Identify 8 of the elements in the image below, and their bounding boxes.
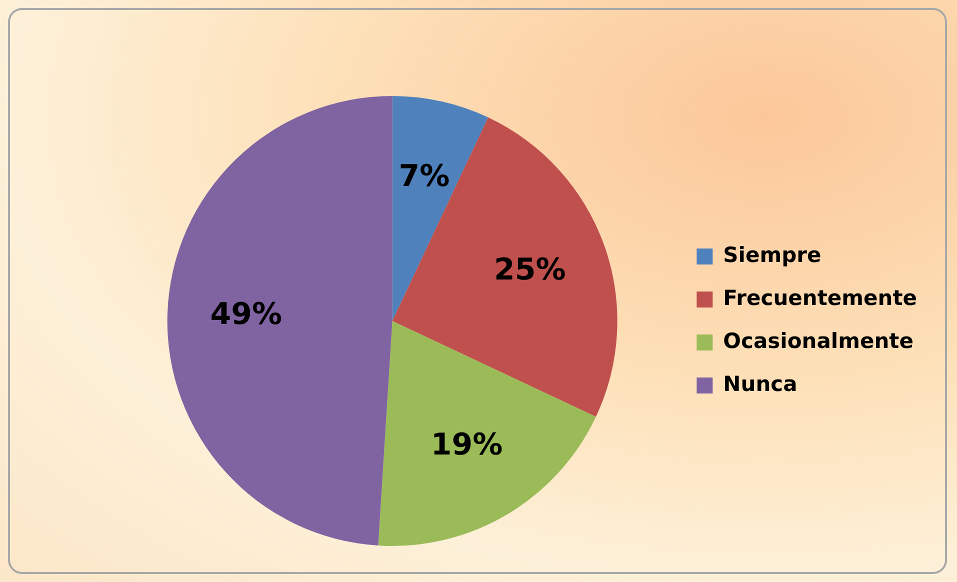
legend-label: Ocasionalmente xyxy=(723,328,914,353)
data-label: 49% xyxy=(210,297,282,332)
legend-label: Siempre xyxy=(723,242,822,267)
data-label: 25% xyxy=(494,252,566,288)
legend-label: Frecuentemente xyxy=(723,286,918,310)
data-label: 19% xyxy=(430,428,503,463)
legend-label: Nunca xyxy=(723,372,798,396)
data-label: 7% xyxy=(398,159,450,194)
